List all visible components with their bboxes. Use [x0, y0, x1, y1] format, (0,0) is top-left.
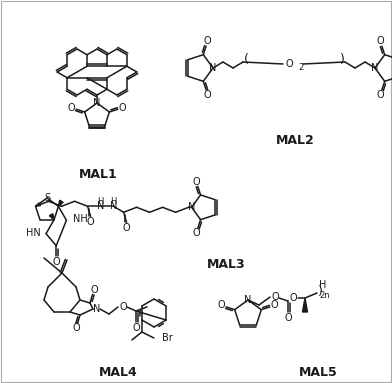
Text: O: O — [271, 292, 279, 302]
Text: ): ) — [318, 285, 323, 298]
Text: O: O — [204, 36, 211, 46]
Text: O: O — [67, 103, 75, 113]
Text: MAL1: MAL1 — [79, 169, 117, 182]
Text: O: O — [53, 257, 60, 267]
Text: O: O — [192, 228, 200, 238]
Text: MAL4: MAL4 — [99, 365, 137, 378]
Text: O: O — [284, 313, 292, 323]
Polygon shape — [49, 214, 54, 220]
Text: O: O — [132, 323, 140, 333]
Text: 2n: 2n — [320, 291, 330, 301]
Text: ): ) — [339, 54, 345, 67]
Text: O: O — [271, 300, 278, 310]
Text: N: N — [371, 63, 379, 73]
Text: O: O — [72, 323, 80, 334]
Text: O: O — [119, 302, 127, 312]
Text: N: N — [93, 304, 101, 314]
Text: O: O — [285, 59, 293, 69]
Text: O: O — [119, 103, 127, 113]
Text: H: H — [111, 197, 117, 206]
Text: 2: 2 — [298, 62, 304, 72]
Text: N: N — [93, 98, 101, 108]
Text: (: ( — [243, 54, 249, 67]
Text: MAL3: MAL3 — [207, 259, 245, 272]
Text: Br: Br — [162, 333, 172, 343]
Text: HN: HN — [26, 228, 40, 238]
Text: N: N — [97, 201, 104, 211]
Text: O: O — [87, 217, 94, 227]
Text: N: N — [209, 63, 217, 73]
Polygon shape — [303, 298, 307, 312]
Text: O: O — [377, 36, 384, 46]
Text: MAL5: MAL5 — [299, 365, 338, 378]
Text: H: H — [97, 197, 104, 206]
Text: NH: NH — [73, 214, 88, 224]
Text: O: O — [90, 285, 98, 295]
Text: O: O — [204, 90, 211, 100]
Text: N: N — [188, 202, 195, 212]
Text: O: O — [289, 293, 297, 303]
Text: O: O — [377, 90, 384, 100]
Text: N: N — [110, 201, 117, 211]
Text: S: S — [44, 193, 50, 203]
Text: H: H — [319, 280, 327, 290]
Text: O: O — [123, 223, 131, 233]
Polygon shape — [58, 200, 63, 206]
Text: N: N — [244, 295, 252, 305]
Text: MAL2: MAL2 — [276, 134, 314, 147]
Text: O: O — [192, 177, 200, 187]
Text: O: O — [218, 300, 225, 310]
